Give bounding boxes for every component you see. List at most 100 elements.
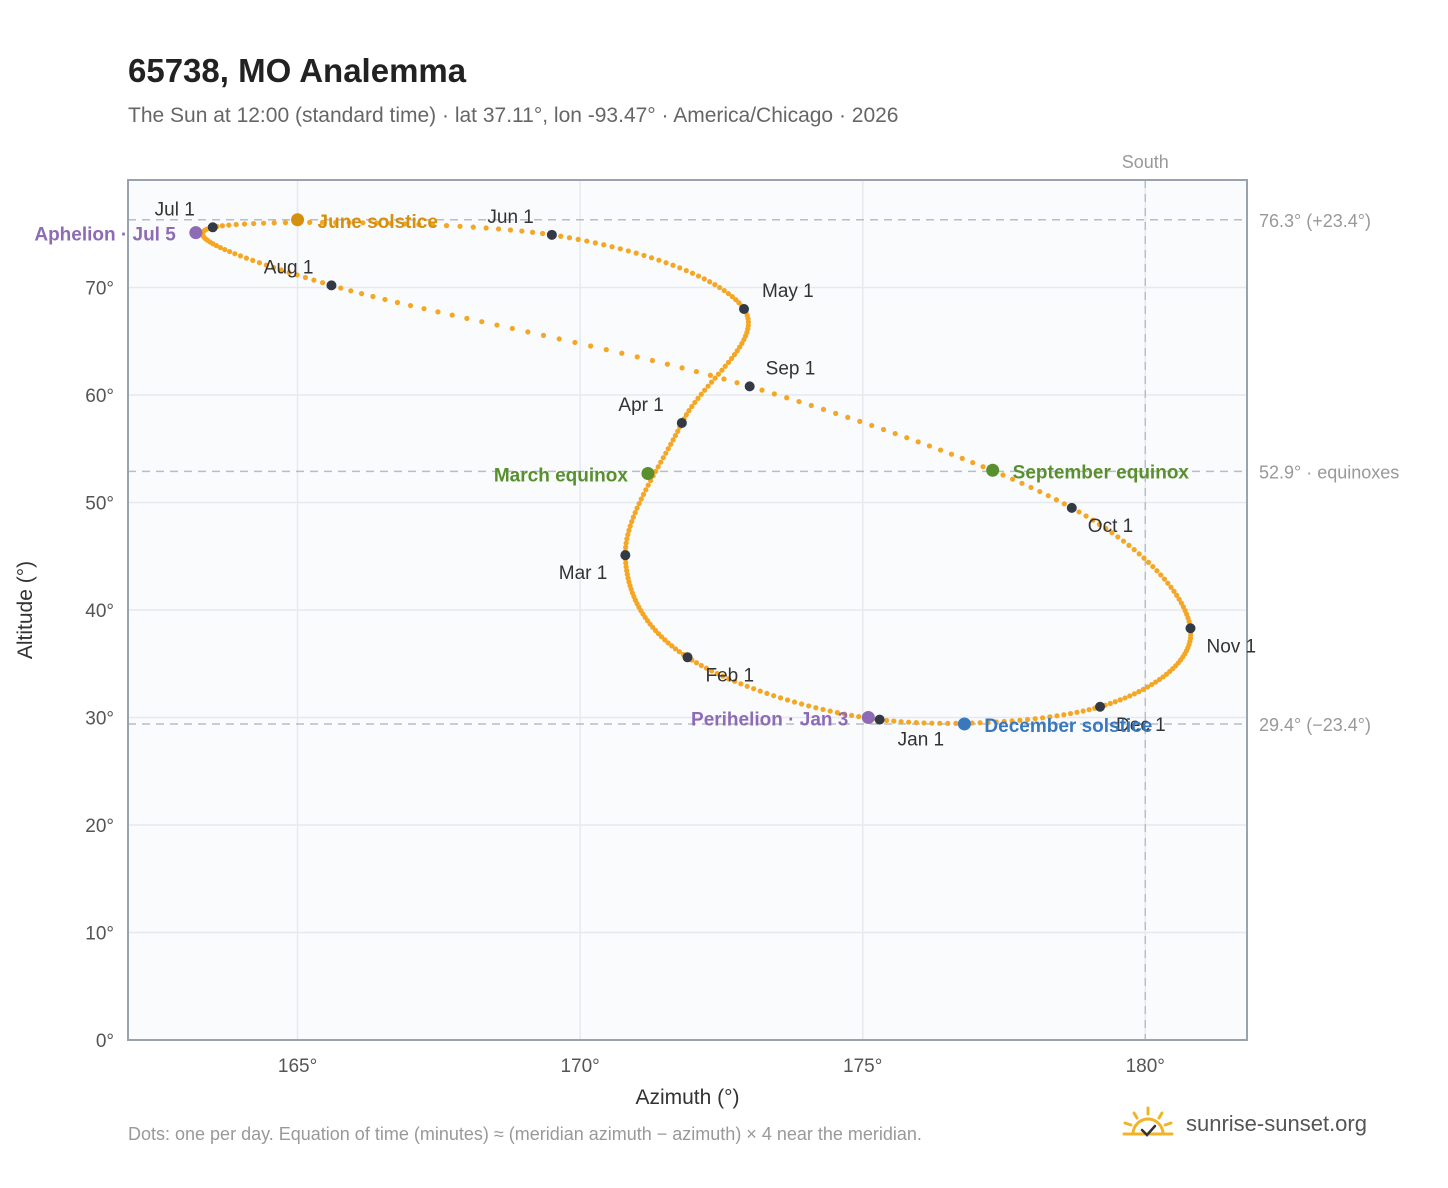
daily-sun-dot bbox=[751, 686, 757, 692]
brand-logo[interactable]: sunrise-sunset.org bbox=[1120, 1104, 1367, 1144]
month-label: Dec 1 bbox=[1116, 715, 1166, 736]
daily-sun-dot bbox=[416, 221, 422, 227]
plot-frame bbox=[127, 179, 1248, 1041]
daily-sun-dot bbox=[1096, 521, 1103, 527]
daily-sun-dot bbox=[1032, 716, 1038, 722]
daily-sun-dot bbox=[820, 706, 826, 713]
month-label: Jan 1 bbox=[898, 730, 944, 751]
daily-sun-dot bbox=[1136, 689, 1142, 695]
x-tick-label: 175° bbox=[843, 1056, 882, 1077]
month-marker bbox=[682, 652, 693, 663]
daily-sun-dot bbox=[358, 291, 365, 297]
daily-sun-dot bbox=[1140, 686, 1146, 692]
daily-sun-dot bbox=[630, 514, 636, 520]
daily-sun-dot bbox=[1127, 693, 1133, 699]
daily-sun-dot bbox=[1054, 713, 1060, 719]
month-label: Jul 1 bbox=[155, 199, 195, 220]
daily-sun-dot bbox=[669, 643, 675, 649]
daily-sun-dot bbox=[880, 426, 887, 433]
daily-sun-dot bbox=[892, 430, 898, 437]
month-marker bbox=[739, 304, 750, 314]
daily-sun-dot bbox=[443, 223, 450, 229]
daily-sun-dot bbox=[791, 699, 798, 705]
daily-sun-dot bbox=[985, 719, 991, 726]
daily-sun-dot bbox=[217, 244, 223, 251]
daily-sun-dot bbox=[625, 248, 631, 254]
daily-sun-dot bbox=[834, 710, 840, 716]
daily-sun-dot bbox=[348, 288, 354, 294]
daily-sun-dot bbox=[833, 410, 839, 416]
daily-sun-dot bbox=[959, 455, 965, 461]
daily-sun-dot bbox=[649, 357, 656, 364]
daily-sun-dot bbox=[707, 372, 713, 378]
daily-sun-dot bbox=[948, 451, 955, 457]
daily-sun-dot bbox=[251, 220, 257, 227]
daily-sun-dot bbox=[777, 695, 784, 701]
daily-sun-dot bbox=[759, 387, 765, 393]
daily-sun-dot bbox=[695, 273, 702, 279]
daily-sun-dot bbox=[584, 238, 590, 244]
daily-sun-dot bbox=[708, 379, 715, 385]
y-axis-label: Altitude (°) bbox=[14, 561, 37, 659]
daily-sun-dot bbox=[250, 257, 256, 263]
month-label: Feb 1 bbox=[706, 665, 755, 686]
daily-sun-dot bbox=[346, 219, 352, 226]
daily-sun-dot bbox=[626, 527, 632, 533]
daily-sun-dot bbox=[720, 673, 726, 679]
daily-sun-dot bbox=[719, 367, 725, 373]
daily-sun-dot bbox=[721, 376, 727, 382]
daily-sun-dot bbox=[1145, 559, 1152, 565]
event-marker bbox=[861, 711, 875, 724]
daily-sun-dot bbox=[623, 564, 629, 570]
daily-sun-dot bbox=[689, 270, 696, 276]
event-label: Aphelion · Jul 5 bbox=[34, 225, 176, 246]
daily-sun-dot bbox=[1083, 513, 1089, 519]
daily-sun-dot bbox=[1120, 538, 1127, 544]
daily-sun-dot bbox=[1144, 684, 1151, 690]
daily-sun-dot bbox=[634, 505, 640, 511]
daily-sun-dot bbox=[282, 220, 289, 226]
daily-sun-dot bbox=[703, 665, 709, 671]
daily-sun-dot bbox=[237, 253, 244, 259]
daily-sun-dot bbox=[668, 441, 674, 447]
daily-sun-dot bbox=[827, 708, 833, 714]
daily-sun-dot bbox=[1131, 547, 1137, 553]
daily-sun-dot bbox=[629, 518, 635, 525]
month-label: Oct 1 bbox=[1088, 516, 1133, 537]
daily-sun-dot bbox=[374, 220, 380, 226]
daily-sun-dot bbox=[665, 640, 671, 646]
daily-sun-dot bbox=[609, 244, 615, 250]
daily-sun-dot bbox=[271, 264, 277, 271]
daily-sun-dot bbox=[689, 403, 695, 410]
daily-sun-dot bbox=[798, 701, 805, 707]
daily-sun-dot bbox=[977, 720, 983, 726]
daily-sun-dot bbox=[421, 306, 427, 312]
daily-sun-dot bbox=[470, 224, 476, 230]
daily-sun-dot bbox=[575, 236, 581, 242]
chart-title: 65738, MO Analemma bbox=[128, 52, 467, 89]
daily-sun-dot bbox=[638, 496, 644, 502]
daily-sun-dot bbox=[464, 315, 470, 321]
daily-sun-dot bbox=[714, 670, 720, 677]
daily-sun-dot bbox=[796, 398, 802, 405]
y-tick-label: 40° bbox=[85, 601, 114, 622]
daily-sun-dot bbox=[734, 380, 740, 386]
daily-sun-dot bbox=[915, 439, 921, 445]
daily-sun-dot bbox=[1024, 716, 1031, 723]
daily-sun-dot bbox=[495, 226, 502, 232]
daily-sun-dot bbox=[243, 255, 250, 261]
x-tick-label: 165° bbox=[278, 1056, 317, 1077]
daily-sun-dot bbox=[1131, 691, 1138, 697]
daily-sun-dot bbox=[509, 325, 515, 332]
month-marker bbox=[1095, 701, 1106, 712]
daily-sun-dot bbox=[1176, 596, 1182, 602]
daily-sun-dot bbox=[698, 662, 704, 669]
daily-sun-dot bbox=[645, 482, 651, 488]
daily-sun-dot bbox=[707, 279, 713, 285]
daily-sun-dot bbox=[338, 285, 344, 291]
daily-sun-dot bbox=[311, 277, 317, 283]
altitude-reference-label: 29.4° (−23.4°) bbox=[1259, 715, 1371, 735]
daily-sun-dot bbox=[845, 414, 851, 420]
daily-sun-dot bbox=[1109, 530, 1115, 536]
month-label: Jun 1 bbox=[487, 207, 533, 228]
